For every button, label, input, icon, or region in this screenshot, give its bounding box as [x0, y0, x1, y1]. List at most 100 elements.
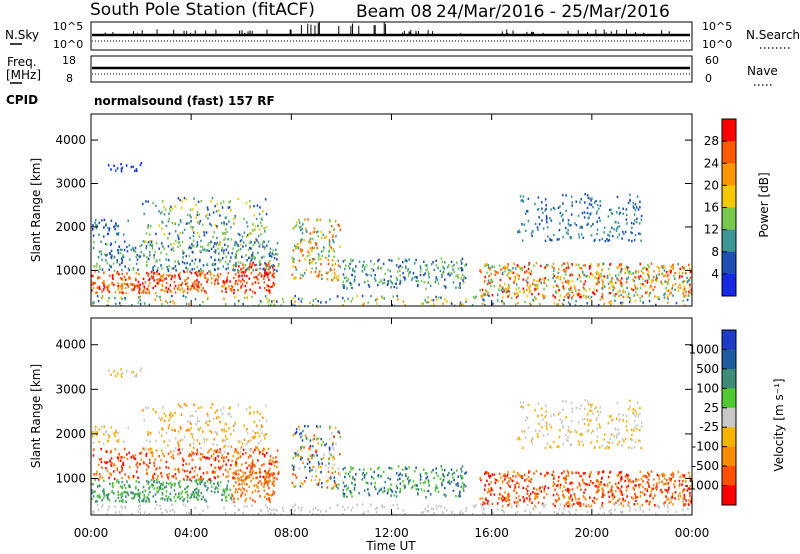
power-cell — [198, 222, 201, 225]
velocity-cell — [125, 495, 127, 498]
velocity-cell — [405, 474, 407, 478]
power-cell — [225, 248, 228, 251]
power-cell — [640, 239, 643, 242]
velocity-cell — [142, 499, 145, 503]
power-cell — [304, 258, 306, 261]
velocity-cell — [557, 498, 559, 502]
power-cell — [95, 226, 98, 230]
velocity-cell — [107, 513, 109, 515]
velocity-cell — [611, 442, 614, 445]
velocity-cell — [666, 491, 669, 494]
power-cell — [173, 287, 176, 290]
power-cell — [515, 283, 518, 286]
power-cell — [588, 275, 591, 278]
velocity-cell — [389, 487, 391, 491]
velocity-cell — [505, 499, 507, 503]
velocity-cell — [537, 402, 540, 405]
power-cell — [117, 225, 119, 228]
power-cell — [147, 288, 150, 292]
power-cell — [254, 228, 256, 231]
power-cell — [586, 275, 589, 278]
power-cell — [167, 245, 170, 248]
velocity-cell — [330, 431, 333, 435]
velocity-cell — [134, 486, 137, 489]
velocity-cell — [190, 479, 193, 483]
power-cell — [491, 293, 494, 297]
power-cell — [561, 213, 564, 216]
power-cell — [552, 262, 555, 266]
velocity-cell — [133, 494, 136, 498]
power-cell — [161, 303, 163, 306]
velocity-cell — [375, 511, 378, 514]
velocity-cell — [186, 486, 188, 489]
power-cell — [344, 264, 347, 267]
beam-label: Beam 08 — [356, 2, 432, 22]
power-cell — [181, 231, 184, 234]
velocity-cell — [149, 447, 151, 450]
power-cell — [235, 256, 238, 260]
power-cell — [508, 290, 511, 293]
power-cell — [191, 228, 194, 232]
velocity-cell — [227, 470, 229, 474]
power-cell — [570, 223, 572, 227]
power-cell — [405, 266, 407, 270]
power-cell — [490, 284, 492, 288]
velocity-cell — [632, 486, 634, 490]
power-cell — [101, 281, 104, 285]
power-cell — [524, 300, 526, 304]
power-cell — [399, 269, 401, 272]
power-cell — [172, 300, 174, 303]
power-cell — [106, 243, 108, 246]
velocity-cell — [276, 460, 279, 464]
power-cell — [237, 249, 240, 252]
power-cell — [117, 282, 120, 285]
power-cell — [608, 238, 611, 242]
power-cell — [180, 207, 183, 210]
power-cell — [423, 273, 425, 277]
velocity-cell — [664, 501, 666, 504]
power-cell — [118, 245, 121, 249]
velocity-cell — [609, 437, 612, 440]
velocity-cell — [320, 470, 322, 474]
velocity-cell — [519, 401, 522, 404]
velocity-cell — [420, 511, 423, 514]
power-cell — [230, 256, 232, 259]
power-cell — [499, 284, 501, 288]
velocity-cell — [234, 421, 236, 425]
velocity-cell — [186, 490, 188, 493]
velocity-cell — [587, 504, 590, 507]
power-cell — [186, 261, 188, 265]
velocity-cell — [484, 484, 487, 487]
power-cell — [622, 289, 624, 292]
power-cell — [311, 260, 314, 264]
velocity-cell — [120, 372, 123, 376]
velocity-cell — [221, 498, 223, 502]
power-cell — [222, 232, 224, 235]
power-cell — [501, 290, 504, 294]
velocity-cell — [552, 477, 555, 480]
power-cell — [404, 258, 407, 261]
velocity-cell — [645, 475, 648, 479]
velocity-cell — [233, 500, 235, 503]
power-cell — [674, 288, 676, 292]
velocity-cell — [209, 478, 211, 481]
power-cell — [189, 208, 192, 211]
velocity-cell — [544, 446, 547, 450]
velocity-cell — [165, 485, 167, 488]
velocity-cell — [582, 503, 585, 506]
velocity-cell — [623, 440, 625, 443]
velocity-cell — [196, 497, 199, 500]
velocity-cell — [599, 426, 601, 429]
velocity-cell — [216, 482, 219, 486]
velocity-cell — [233, 497, 235, 500]
velocity-cell — [567, 510, 570, 513]
power-cell — [305, 229, 308, 233]
velocity-cell — [621, 511, 624, 515]
power-cell — [331, 259, 334, 262]
power-cell — [463, 275, 465, 278]
power-cell — [132, 247, 134, 250]
power-cell — [373, 262, 376, 266]
velocity-cell — [263, 463, 265, 466]
velocity-cell — [610, 487, 613, 491]
power-cell — [234, 302, 236, 306]
